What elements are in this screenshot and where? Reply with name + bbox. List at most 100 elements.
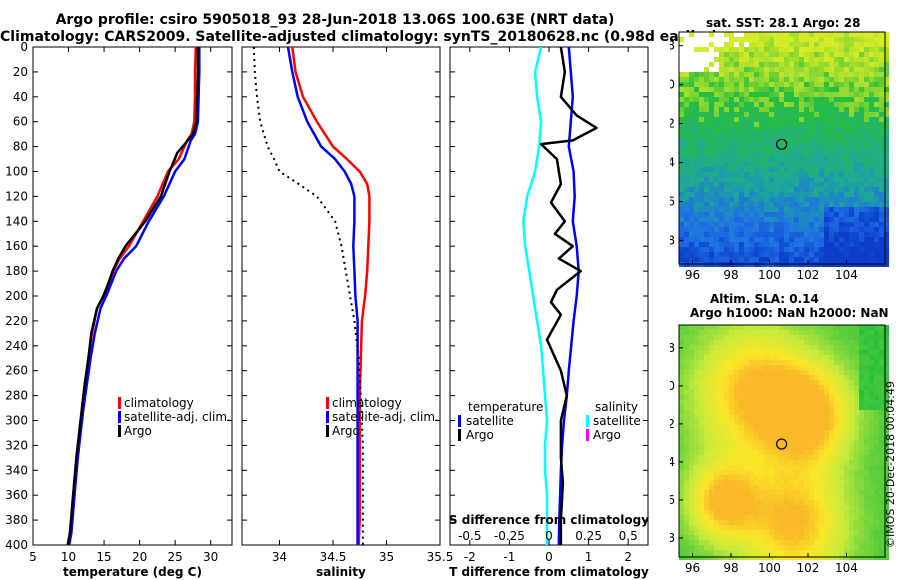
- map-cell: [779, 400, 784, 405]
- map-cell: [734, 350, 739, 355]
- map-cell: [729, 217, 734, 222]
- map-cell: [749, 410, 754, 415]
- map-cell: [704, 117, 709, 122]
- map-cell: [734, 32, 739, 37]
- map-cell: [814, 395, 819, 400]
- map-cell: [834, 92, 839, 97]
- map-cell: [854, 187, 859, 192]
- map-cell: [799, 355, 804, 360]
- map-cell: [854, 252, 859, 257]
- map-cell: [884, 112, 889, 117]
- map-cell: [854, 182, 859, 187]
- map-cell: [879, 325, 884, 330]
- map-cell: [684, 345, 689, 350]
- map-cell: [884, 360, 889, 365]
- map-cell: [844, 520, 849, 525]
- map-cell: [874, 430, 879, 435]
- map-cell: [829, 97, 834, 102]
- map-cell: [749, 350, 754, 355]
- map-cell: [809, 117, 814, 122]
- map-cell: [704, 535, 709, 540]
- map-cell: [679, 350, 684, 355]
- map-cell: [869, 112, 874, 117]
- map-cell: [784, 182, 789, 187]
- map-cell: [739, 375, 744, 380]
- map-cell: [764, 360, 769, 365]
- map-cell: [824, 192, 829, 197]
- map-cell: [834, 520, 839, 525]
- map-cell: [769, 137, 774, 142]
- map-cell: [884, 365, 889, 370]
- map-cell: [819, 47, 824, 52]
- map-cell: [874, 380, 879, 385]
- map-cell: [764, 37, 769, 42]
- map-cell: [689, 325, 694, 330]
- map-cell: [864, 410, 869, 415]
- map-cell: [839, 192, 844, 197]
- map-cell: [679, 445, 684, 450]
- map-cell: [794, 420, 799, 425]
- map-cell: [684, 112, 689, 117]
- map-cell: [789, 340, 794, 345]
- map-cell: [759, 470, 764, 475]
- map-cell: [739, 405, 744, 410]
- map-cell: [709, 257, 714, 262]
- map-cell: [829, 102, 834, 107]
- map-cell: [784, 435, 789, 440]
- map-cell: [869, 535, 874, 540]
- map-cell: [789, 207, 794, 212]
- map-cell: [854, 232, 859, 237]
- map-cell: [719, 495, 724, 500]
- map-cell: [704, 500, 709, 505]
- map-cell: [799, 137, 804, 142]
- map-cell: [714, 495, 719, 500]
- map-cell: [864, 192, 869, 197]
- map-cell: [829, 410, 834, 415]
- map-cell: [679, 370, 684, 375]
- map-cell: [719, 117, 724, 122]
- map-cell: [824, 92, 829, 97]
- map-cell: [724, 515, 729, 520]
- map-cell: [869, 172, 874, 177]
- map-cell: [734, 77, 739, 82]
- map-cell: [684, 435, 689, 440]
- map-cell: [694, 490, 699, 495]
- map-cell: [834, 252, 839, 257]
- map-cell: [754, 227, 759, 232]
- map-cell: [789, 37, 794, 42]
- map-cell: [789, 252, 794, 257]
- map-cell: [789, 77, 794, 82]
- map-cell: [679, 520, 684, 525]
- map-cell: [684, 57, 689, 62]
- map-cell: [709, 247, 714, 252]
- map-cell: [719, 237, 724, 242]
- map-cell: [764, 430, 769, 435]
- map-cell: [804, 440, 809, 445]
- map-cell: [849, 505, 854, 510]
- map-cell: [689, 425, 694, 430]
- map-cell: [869, 197, 874, 202]
- map-cell: [749, 380, 754, 385]
- map-cell: [739, 410, 744, 415]
- map-cell: [709, 410, 714, 415]
- map-cell: [859, 370, 864, 375]
- map-cell: [809, 102, 814, 107]
- map-cell: [724, 212, 729, 217]
- map-cell: [804, 47, 809, 52]
- map-cell: [754, 32, 759, 37]
- map-cell: [689, 252, 694, 257]
- map-cell: [849, 217, 854, 222]
- map-cell: [809, 72, 814, 77]
- map-cell: [834, 485, 839, 490]
- map-cell: [694, 475, 699, 480]
- map-cell: [754, 430, 759, 435]
- map-cell: [804, 232, 809, 237]
- map-cell: [814, 77, 819, 82]
- map-cell: [689, 405, 694, 410]
- map-cell: [794, 232, 799, 237]
- map-cell: [714, 515, 719, 520]
- map-cell: [694, 157, 699, 162]
- map-cell: [769, 495, 774, 500]
- map-cell: [814, 117, 819, 122]
- map-cell: [844, 167, 849, 172]
